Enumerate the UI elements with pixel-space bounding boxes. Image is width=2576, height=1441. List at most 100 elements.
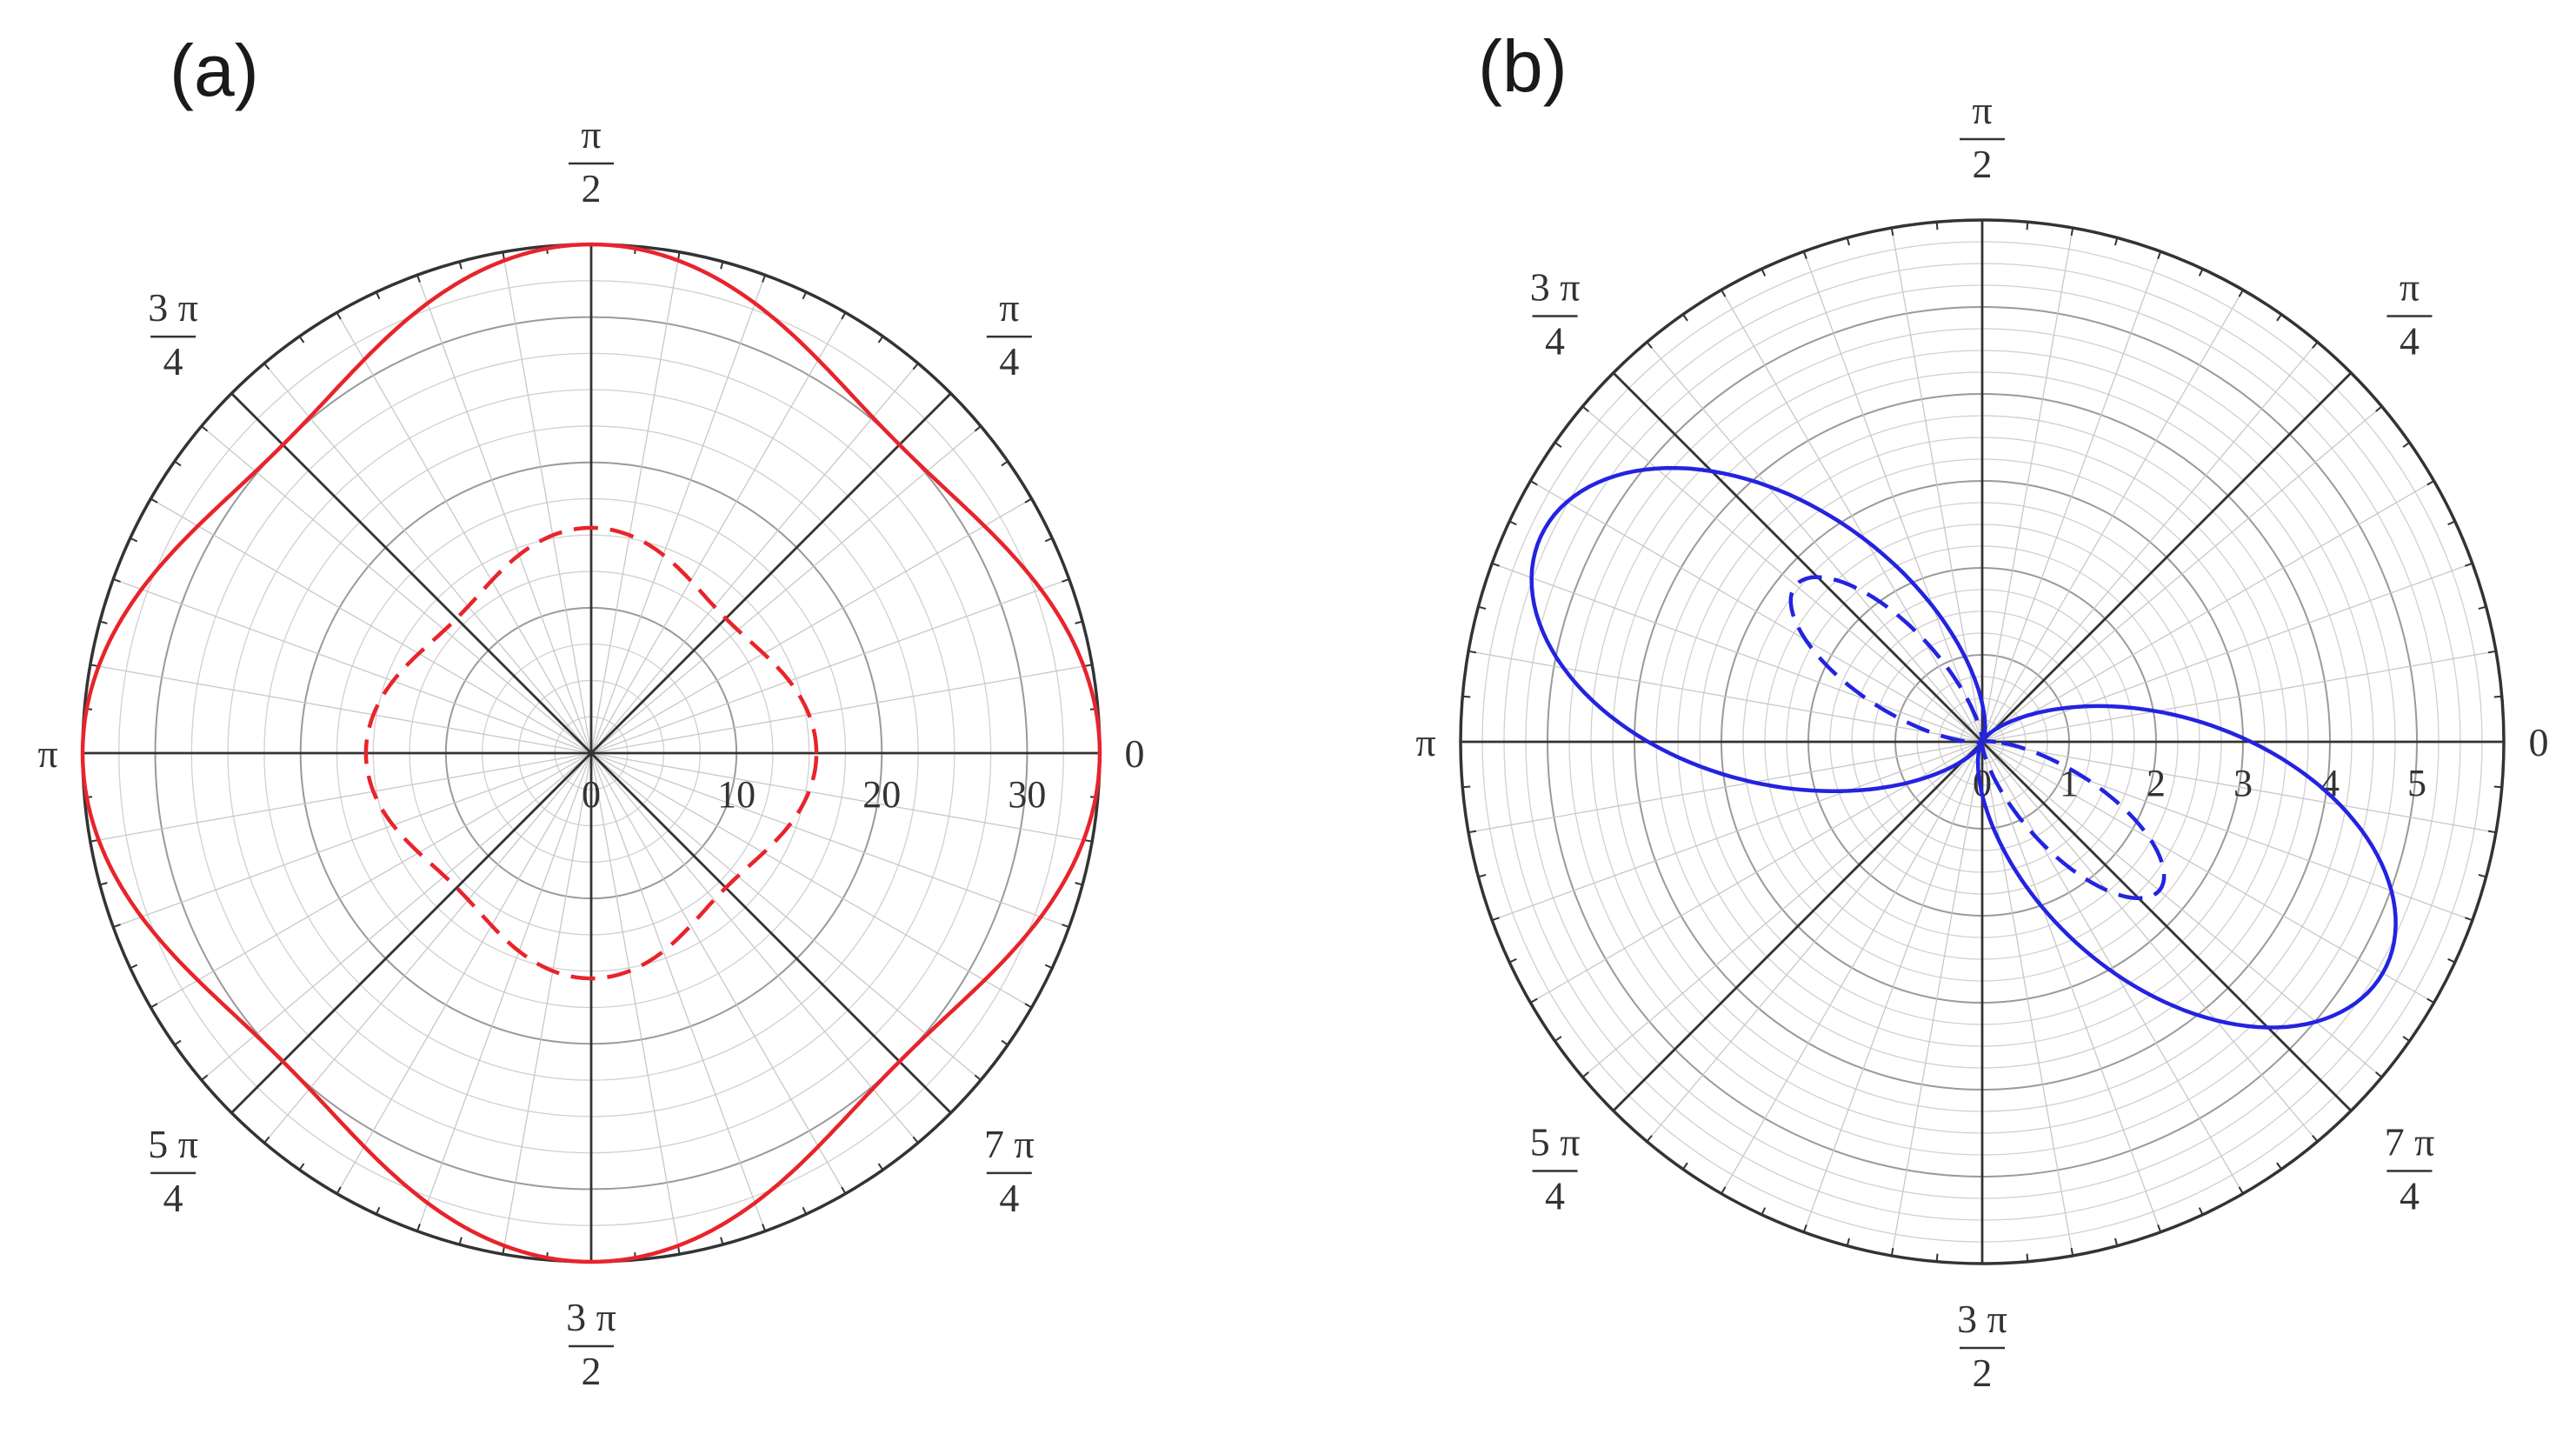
angle-label-numerator: 3 π: [148, 285, 198, 330]
angle-label-numerator: 7 π: [2385, 1119, 2435, 1164]
perimeter-tick: [2487, 650, 2497, 654]
angle-label-denominator: 4: [163, 339, 183, 384]
grid-spoke: [590, 251, 681, 754]
perimeter-tick: [1062, 577, 1070, 583]
perimeter-tick: [1001, 460, 1008, 467]
angle-label: 0: [1125, 731, 1145, 776]
grid-spoke: [1581, 741, 1983, 1078]
perimeter-tick: [150, 1003, 158, 1009]
grid-spoke: [502, 752, 592, 1255]
perimeter-tick: [2238, 1186, 2244, 1195]
perimeter-tick: [1075, 882, 1083, 886]
grid-spoke: [590, 578, 1069, 754]
grid-spoke: [1981, 741, 2434, 1004]
grid-spoke: [1981, 741, 2319, 1143]
perimeter-tick: [2402, 1036, 2411, 1042]
grid-spoke: [113, 578, 592, 754]
perimeter-tick: [2026, 1253, 2029, 1262]
perimeter-tick: [974, 425, 982, 432]
perimeter-tick: [2402, 442, 2411, 448]
perimeter-tick: [150, 497, 158, 504]
grid-spoke: [1981, 228, 2073, 743]
perimeter-tick: [1581, 405, 1589, 412]
perimeter-tick: [174, 1039, 182, 1046]
perimeter-tick: [2478, 605, 2486, 610]
perimeter-tick: [1554, 1036, 1562, 1042]
grid-spoke: [416, 275, 592, 754]
perimeter-tick: [1721, 1186, 1727, 1195]
angle-label-numerator: π: [1972, 88, 1992, 132]
grid-spoke: [1981, 405, 2383, 743]
grid-spoke: [90, 752, 592, 843]
perimeter-tick: [1529, 480, 1538, 486]
grid-spoke: [590, 752, 1093, 843]
grid-spoke: [1803, 250, 1983, 743]
perimeter-tick: [1846, 237, 1851, 246]
radial-tick-label: 30: [1008, 773, 1046, 816]
perimeter-tick: [2157, 250, 2162, 259]
grid-spoke: [1646, 341, 1983, 743]
radial-tick-label: 10: [717, 773, 755, 816]
angle-label-denominator: 4: [999, 339, 1019, 384]
perimeter-tick: [2478, 873, 2486, 878]
axis-line: [590, 752, 952, 1114]
perimeter-tick: [1761, 1207, 1767, 1216]
angle-label-denominator: 4: [2400, 1173, 2420, 1218]
perimeter-tick: [2375, 405, 2383, 412]
polar-grid: [81, 243, 1102, 1264]
perimeter-tick: [458, 1237, 463, 1245]
perimeter-tick: [1935, 222, 1939, 230]
radial-tick-label: 0: [582, 773, 601, 816]
grid-spoke: [590, 752, 681, 1255]
perimeter-tick: [2447, 520, 2456, 526]
perimeter-tick: [99, 882, 108, 886]
perimeter-tick: [174, 460, 182, 467]
angle-label-numerator: π: [2400, 265, 2420, 310]
angle-label-90: π2: [569, 112, 614, 210]
angle-label-315: 7 π4: [984, 1122, 1035, 1220]
perimeter-tick: [2465, 562, 2473, 567]
axis-line: [1612, 741, 1983, 1112]
perimeter-tick: [2375, 1071, 2383, 1078]
perimeter-tick: [230, 1106, 238, 1114]
grid-spoke: [1646, 741, 1983, 1143]
perimeter-tick: [802, 291, 808, 300]
grid-spoke: [416, 752, 592, 1231]
perimeter-tick: [1075, 620, 1083, 624]
axis-line: [230, 392, 592, 754]
perimeter-tick: [263, 1136, 270, 1144]
grid-spoke: [590, 752, 766, 1231]
perimeter-tick: [1491, 917, 1500, 922]
grid-spoke: [113, 752, 592, 928]
grid-spoke: [1468, 741, 1983, 833]
axis-line: [590, 392, 952, 754]
perimeter-tick: [1721, 289, 1727, 297]
grid-spoke: [1981, 741, 2073, 1256]
perimeter-tick: [1802, 250, 1807, 259]
perimeter-tick: [2026, 222, 2029, 230]
perimeter-tick: [1478, 873, 1487, 878]
angle-label-135: 3 π4: [148, 285, 198, 384]
angle-label-numerator: 3 π: [1530, 265, 1581, 310]
perimeter-tick: [2465, 917, 2473, 922]
angle-label-numerator: 7 π: [984, 1122, 1035, 1166]
grid-spoke: [336, 312, 592, 754]
perimeter-tick: [375, 291, 381, 300]
perimeter-tick: [2276, 313, 2282, 322]
perimeter-tick: [1682, 313, 1688, 322]
angle-label-denominator: 4: [163, 1176, 183, 1220]
grid-spoke: [590, 752, 919, 1144]
angle-label-denominator: 4: [999, 1176, 1019, 1220]
grid-spoke: [1981, 341, 2319, 743]
grid-spoke: [1981, 250, 2161, 743]
grid-spoke: [263, 363, 592, 754]
perimeter-tick: [2276, 1162, 2282, 1171]
grid-spoke: [590, 752, 982, 1081]
grid-spoke: [590, 752, 1032, 1009]
perimeter-tick: [1646, 1135, 1653, 1143]
angle-label: π: [37, 731, 57, 776]
grid-spoke: [590, 752, 847, 1194]
grid-spoke: [201, 752, 592, 1081]
